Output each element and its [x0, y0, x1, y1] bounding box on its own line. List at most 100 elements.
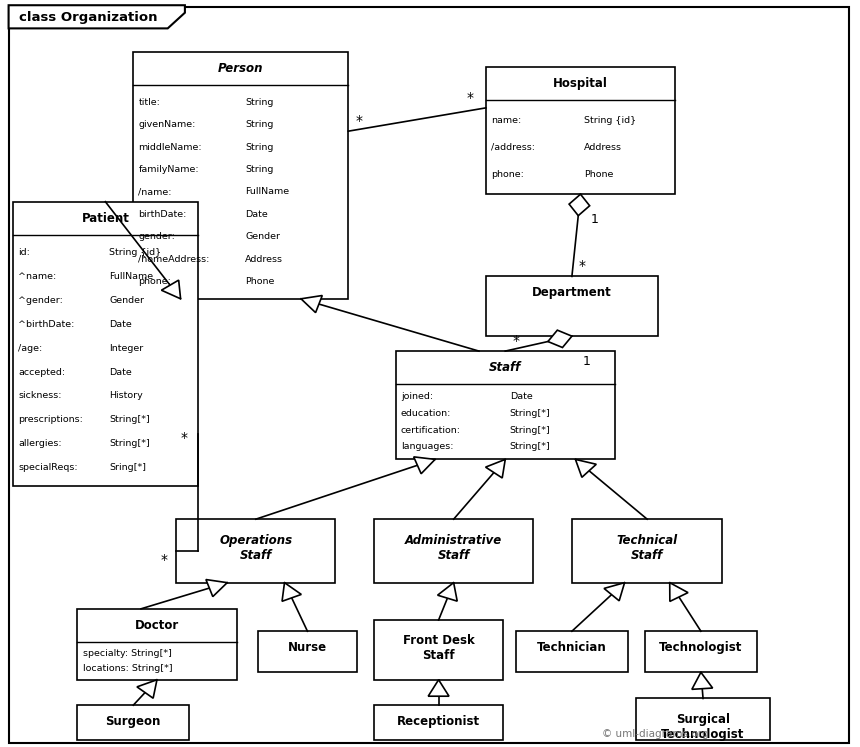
Text: Operations
Staff: Operations Staff: [219, 533, 292, 562]
Text: *: *: [513, 334, 519, 348]
Text: *: *: [467, 91, 474, 105]
Bar: [258, 631, 357, 672]
Text: phone:: phone:: [138, 277, 171, 286]
Text: 1: 1: [591, 213, 599, 226]
Text: FullName: FullName: [245, 187, 289, 196]
Polygon shape: [9, 5, 185, 28]
Text: String[*]: String[*]: [510, 426, 550, 435]
Bar: [77, 609, 236, 680]
Bar: [572, 519, 722, 583]
Text: String {id}: String {id}: [584, 116, 636, 125]
Bar: [486, 67, 675, 194]
Text: Person: Person: [218, 62, 263, 75]
Bar: [77, 705, 189, 740]
Text: Technician: Technician: [537, 641, 607, 654]
Polygon shape: [486, 459, 506, 478]
Text: *: *: [161, 554, 168, 568]
Text: /age:: /age:: [18, 344, 42, 353]
Bar: [13, 202, 198, 486]
Text: ^gender:: ^gender:: [18, 296, 63, 305]
Text: Hospital: Hospital: [553, 77, 608, 90]
Text: Phone: Phone: [245, 277, 274, 286]
Polygon shape: [162, 280, 181, 299]
Bar: [133, 52, 348, 299]
Text: String: String: [245, 98, 273, 107]
Text: /address:: /address:: [491, 143, 535, 152]
Text: accepted:: accepted:: [18, 368, 65, 376]
Text: String: String: [245, 165, 273, 174]
Text: Front Desk
Staff: Front Desk Staff: [402, 634, 475, 663]
Text: Address: Address: [584, 143, 623, 152]
Text: /name:: /name:: [138, 187, 172, 196]
Text: title:: title:: [138, 98, 160, 107]
Bar: [374, 705, 503, 740]
Text: Phone: Phone: [584, 170, 614, 179]
Text: 1: 1: [582, 355, 590, 368]
Polygon shape: [691, 672, 713, 689]
Text: Department: Department: [532, 286, 611, 300]
Text: certification:: certification:: [401, 426, 461, 435]
Polygon shape: [548, 330, 572, 347]
Text: locations: String[*]: locations: String[*]: [83, 664, 172, 673]
Text: prescriptions:: prescriptions:: [18, 415, 83, 424]
Text: © uml-diagrams.org: © uml-diagrams.org: [602, 728, 709, 739]
Text: familyName:: familyName:: [138, 165, 199, 174]
Text: History: History: [109, 391, 143, 400]
Bar: [636, 698, 770, 740]
Text: String[*]: String[*]: [510, 442, 550, 451]
Text: Date: Date: [109, 368, 132, 376]
Text: String: String: [245, 120, 273, 129]
Text: ^birthDate:: ^birthDate:: [18, 320, 75, 329]
Text: allergies:: allergies:: [18, 439, 62, 448]
Text: Administrative
Staff: Administrative Staff: [405, 533, 502, 562]
Text: Gender: Gender: [245, 232, 280, 241]
Text: *: *: [355, 114, 362, 128]
Text: givenName:: givenName:: [138, 120, 196, 129]
Polygon shape: [282, 583, 301, 601]
Text: String[*]: String[*]: [109, 415, 150, 424]
Text: Date: Date: [245, 210, 267, 219]
Polygon shape: [604, 583, 624, 601]
Bar: [516, 631, 628, 672]
Polygon shape: [575, 459, 596, 477]
Polygon shape: [428, 680, 449, 696]
Text: String[*]: String[*]: [109, 439, 150, 448]
Text: Sring[*]: Sring[*]: [109, 463, 146, 472]
Text: Staff: Staff: [489, 361, 521, 374]
Text: String[*]: String[*]: [510, 409, 550, 418]
Text: middleName:: middleName:: [138, 143, 202, 152]
Text: *: *: [579, 259, 586, 273]
Text: /homeAddress:: /homeAddress:: [138, 255, 210, 264]
Bar: [486, 276, 658, 336]
Text: Address: Address: [245, 255, 283, 264]
Text: specialty: String[*]: specialty: String[*]: [83, 648, 171, 657]
Text: joined:: joined:: [401, 392, 433, 401]
Polygon shape: [301, 296, 322, 313]
Bar: [374, 519, 533, 583]
Text: Technical
Staff: Technical Staff: [617, 533, 678, 562]
Text: languages:: languages:: [401, 442, 453, 451]
Polygon shape: [569, 194, 590, 216]
Text: specialReqs:: specialReqs:: [18, 463, 77, 472]
Bar: [645, 631, 757, 672]
Text: Patient: Patient: [82, 211, 129, 225]
Text: Gender: Gender: [109, 296, 144, 305]
Text: sickness:: sickness:: [18, 391, 62, 400]
Text: phone:: phone:: [491, 170, 524, 179]
Polygon shape: [137, 680, 157, 698]
Text: ^name:: ^name:: [18, 272, 56, 281]
Polygon shape: [414, 457, 435, 474]
Text: Receptionist: Receptionist: [397, 715, 480, 728]
Text: class Organization: class Organization: [19, 10, 157, 24]
Text: Surgical
Technologist: Surgical Technologist: [661, 713, 745, 741]
Bar: [396, 351, 615, 459]
Polygon shape: [206, 580, 227, 597]
Text: String {id}: String {id}: [109, 248, 161, 257]
Bar: [176, 519, 335, 583]
Text: *: *: [181, 431, 187, 445]
Text: Doctor: Doctor: [135, 619, 179, 632]
Text: id:: id:: [18, 248, 30, 257]
Text: Date: Date: [109, 320, 132, 329]
Text: Surgeon: Surgeon: [106, 715, 161, 728]
Text: String: String: [245, 143, 273, 152]
